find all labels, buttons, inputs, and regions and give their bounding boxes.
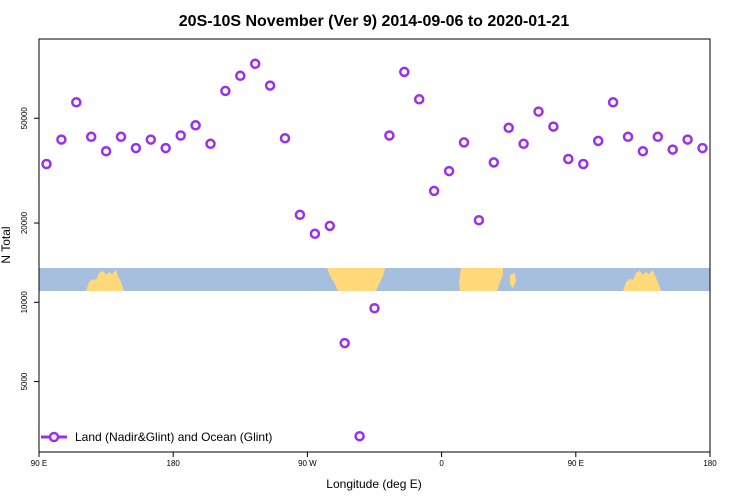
data-point <box>637 145 649 157</box>
data-point <box>71 97 82 108</box>
legend-marker <box>48 431 60 443</box>
data-point <box>235 70 246 82</box>
map-strip <box>39 268 710 291</box>
x-tick-label: 0 <box>439 459 444 468</box>
data-point <box>384 130 395 141</box>
data-point <box>413 94 425 105</box>
data-point <box>369 302 380 314</box>
x-tick-label: 180 <box>167 459 181 468</box>
x-tick-label: 90 E <box>568 459 584 468</box>
y-tick-label: 5000 <box>20 372 29 390</box>
x-tick-label: 90 W <box>298 459 317 468</box>
data-point <box>667 144 678 155</box>
data-point <box>294 209 306 221</box>
data-point <box>100 145 112 157</box>
data-point <box>533 106 544 117</box>
africa-land <box>459 268 503 291</box>
x-tick-label: 90 E <box>31 459 47 468</box>
data-point <box>473 214 485 226</box>
data-point <box>160 142 171 154</box>
data-points <box>41 58 708 442</box>
data-point <box>458 137 470 148</box>
data-point <box>622 131 634 143</box>
x-axis: 90 E 180 90 W 0 90 E 180 <box>31 452 717 468</box>
data-point <box>175 130 186 141</box>
data-point <box>518 138 529 150</box>
y-axis-label: N Total <box>0 226 13 263</box>
data-point <box>548 121 559 132</box>
data-point <box>324 220 336 232</box>
legend-label: Land (Nadir&Glint) and Ocean (Glint) <box>75 430 272 444</box>
y-tick-label: 50000 <box>20 107 29 130</box>
data-point <box>190 120 201 131</box>
data-point <box>488 157 500 168</box>
data-point <box>41 158 52 170</box>
plot-frame <box>38 38 711 453</box>
y-tick-label: 20000 <box>20 211 29 234</box>
data-point <box>339 337 350 349</box>
australia-land-right <box>623 270 661 291</box>
data-point <box>563 153 574 165</box>
data-point <box>443 165 455 177</box>
data-point <box>428 185 440 197</box>
data-point <box>592 135 604 147</box>
data-point <box>130 142 142 154</box>
data-point <box>56 134 67 145</box>
australia-land-left <box>86 270 124 291</box>
y-axis: 5000 10000 20000 50000 <box>20 107 39 390</box>
data-point <box>85 131 97 143</box>
data-point <box>354 430 365 442</box>
data-point <box>578 158 589 170</box>
data-point <box>697 142 708 154</box>
madagascar-land <box>510 273 516 288</box>
data-point <box>682 134 693 145</box>
legend: Land (Nadir&Glint) and Ocean (Glint) <box>41 430 272 444</box>
data-point <box>264 80 276 91</box>
data-point <box>309 228 321 240</box>
data-point <box>249 58 261 70</box>
x-axis-label: Longitude (deg E) <box>326 477 421 491</box>
data-point <box>399 66 410 78</box>
south-america-land <box>327 268 385 291</box>
data-point <box>279 132 291 144</box>
data-point <box>205 138 216 150</box>
data-point <box>220 85 231 97</box>
data-point <box>607 97 619 108</box>
data-point <box>115 131 127 143</box>
x-tick-label: 180 <box>703 459 717 468</box>
data-point <box>503 122 514 134</box>
chart-title: 20S-10S November (Ver 9) 2014-09-06 to 2… <box>179 13 570 30</box>
data-point <box>652 131 664 143</box>
y-tick-label: 10000 <box>20 291 29 314</box>
data-point <box>145 134 157 145</box>
